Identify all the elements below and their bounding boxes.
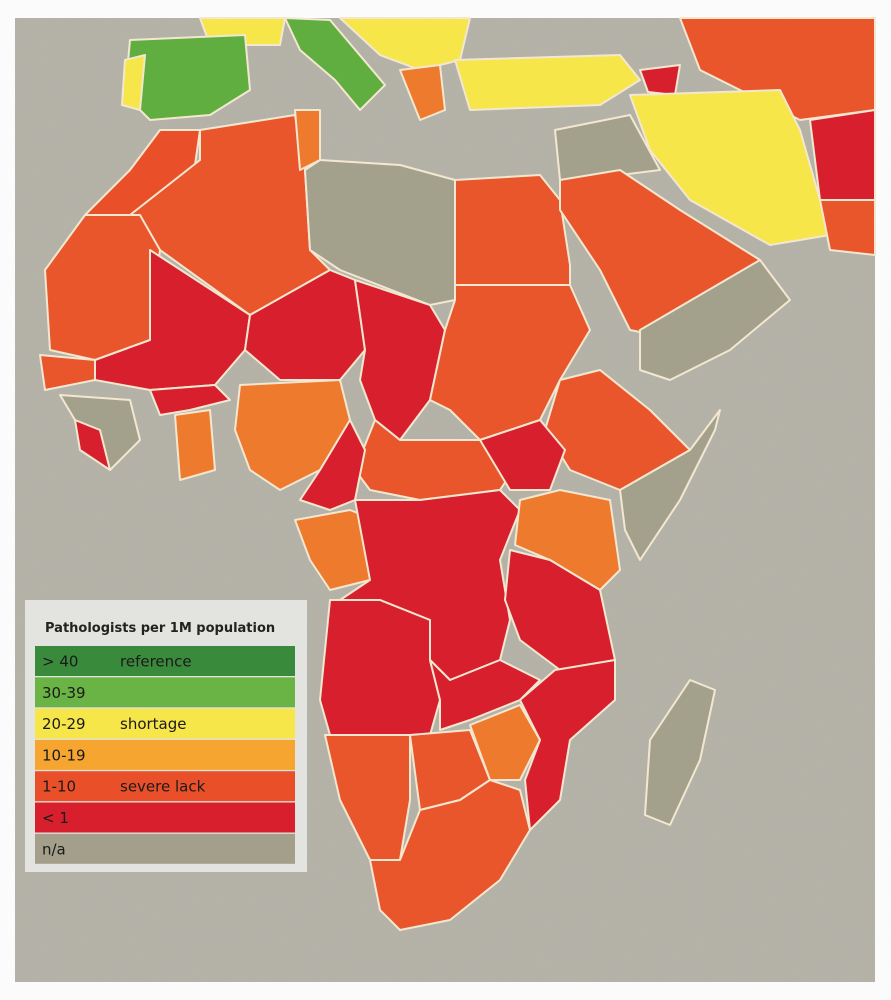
legend: Pathologists per 1M population > 40 refer…	[25, 600, 307, 872]
legend-label: severe lack	[120, 778, 206, 796]
legend-range: < 1	[42, 809, 69, 827]
legend-title: Pathologists per 1M population	[45, 621, 275, 636]
legend-label: shortage	[120, 715, 187, 733]
legend-range: 30-39	[42, 684, 86, 702]
legend-range: 10-19	[42, 746, 86, 764]
legend-swatch	[35, 677, 295, 708]
legend-label: reference	[120, 653, 192, 671]
map	[15, 17, 876, 982]
legend-swatch	[35, 708, 295, 739]
legend-swatch	[35, 802, 295, 833]
legend-swatch	[35, 771, 295, 802]
countries	[39, 17, 876, 931]
legend-range: 1-10	[42, 778, 76, 796]
legend-swatch	[35, 739, 295, 770]
legend-range: > 40	[42, 653, 78, 671]
legend-swatch	[35, 646, 295, 676]
legend-swatch	[35, 833, 295, 864]
legend-range: 20-29	[42, 715, 86, 733]
legend-range: n/a	[42, 840, 66, 858]
